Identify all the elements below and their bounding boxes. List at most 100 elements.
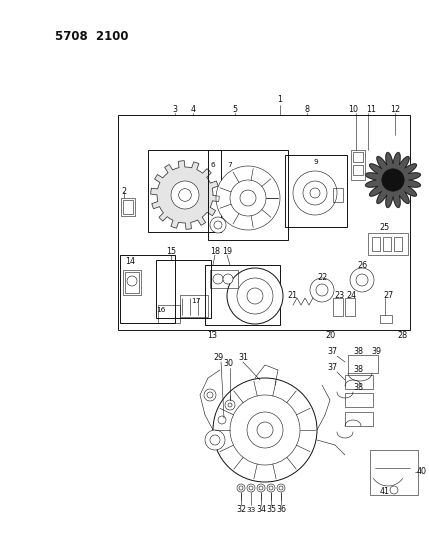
Bar [380,315,392,323]
Polygon shape [151,161,219,229]
Text: 7: 7 [228,162,233,168]
Circle shape [218,416,226,424]
Circle shape [247,412,283,448]
Bar [180,295,208,317]
Text: 5: 5 [233,106,238,115]
Text: 21: 21 [287,290,297,300]
Text: 40: 40 [417,467,427,477]
Bar [121,198,135,216]
Text: 11: 11 [366,106,376,115]
Circle shape [257,422,273,438]
Circle shape [303,181,327,205]
Bar [120,255,175,323]
Text: 18: 18 [210,247,220,256]
Bar [333,188,343,202]
Bar [348,355,378,373]
Circle shape [237,484,245,492]
Text: 39: 39 [371,348,381,357]
Text: 35: 35 [266,505,276,514]
Circle shape [382,169,404,191]
Circle shape [228,403,232,407]
Circle shape [207,392,213,398]
Bar [205,265,280,325]
Text: 24: 24 [346,290,356,300]
Bar [285,155,347,227]
Bar [125,272,139,293]
Circle shape [356,274,368,286]
Text: 5708  2100: 5708 2100 [55,30,129,43]
Text: 4: 4 [190,106,196,115]
Text: 33: 33 [246,507,256,513]
Text: 25: 25 [380,223,390,232]
Text: 6: 6 [211,162,215,168]
Bar [370,450,418,495]
Text: 9: 9 [314,159,318,165]
Circle shape [257,484,265,492]
Circle shape [204,389,216,401]
Bar [123,270,141,295]
Circle shape [210,435,220,445]
Bar [372,237,380,251]
Polygon shape [366,152,420,207]
Bar [123,200,133,214]
Circle shape [223,274,233,284]
Bar [118,115,410,330]
Text: 36: 36 [276,505,286,514]
Circle shape [237,278,273,314]
Circle shape [127,276,137,286]
Text: 13: 13 [207,330,217,340]
Text: 2: 2 [121,188,126,197]
Text: 26: 26 [357,261,367,270]
Circle shape [390,486,398,494]
Text: 38: 38 [353,348,363,357]
Circle shape [293,171,337,215]
Circle shape [269,486,273,490]
Text: 38: 38 [353,384,363,392]
Bar [345,393,373,407]
Text: 12: 12 [390,106,400,115]
Circle shape [171,181,199,209]
Bar [210,270,238,288]
Circle shape [225,400,235,410]
Bar [353,152,363,162]
Circle shape [239,486,243,490]
Circle shape [205,430,225,450]
Bar [345,412,373,426]
Circle shape [247,484,255,492]
Text: 27: 27 [383,290,393,300]
Circle shape [350,268,374,292]
Text: 10: 10 [348,106,358,115]
Bar [351,150,365,180]
Circle shape [267,484,275,492]
Text: 41: 41 [380,488,390,497]
Circle shape [316,284,328,296]
Circle shape [230,395,300,465]
Text: 17: 17 [191,298,201,304]
Text: 32: 32 [236,505,246,514]
Circle shape [310,278,334,302]
Circle shape [279,486,283,490]
Bar [345,298,355,316]
Circle shape [230,180,266,216]
Text: 19: 19 [222,247,232,256]
Circle shape [240,190,256,206]
Bar [368,233,408,255]
Circle shape [247,288,263,304]
Text: 30: 30 [223,359,233,368]
Text: 37: 37 [327,348,337,357]
Bar [345,375,373,389]
Circle shape [210,217,226,233]
Bar [333,298,343,316]
Text: 29: 29 [214,353,224,362]
Text: 28: 28 [397,330,407,340]
Bar [353,165,363,175]
Circle shape [310,188,320,198]
Bar [383,237,391,251]
Circle shape [213,378,317,482]
Bar [148,150,221,232]
Text: 3: 3 [172,106,178,115]
Circle shape [227,268,283,324]
Bar [158,305,180,323]
Circle shape [213,274,223,284]
Text: 16: 16 [156,307,166,313]
